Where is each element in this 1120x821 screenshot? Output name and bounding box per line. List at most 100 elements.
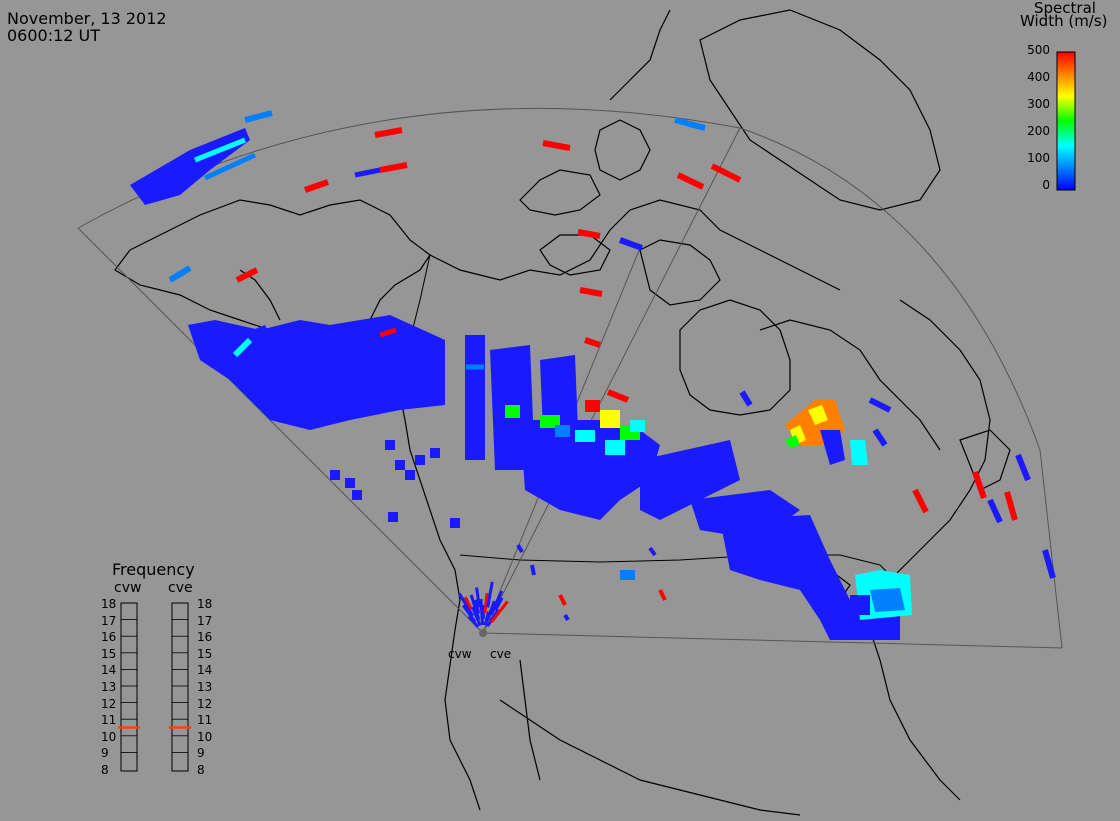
- echo-cell: [606, 389, 630, 403]
- echo-cell: [188, 315, 445, 430]
- frequency-scale-label-left: 18: [101, 597, 117, 611]
- echo-cell: [345, 478, 355, 488]
- frequency-gauge: [120, 602, 138, 772]
- radar-site-dot: [479, 629, 487, 637]
- frequency-scale-label-left: 9: [101, 746, 109, 761]
- colorbar-tick: 0: [1042, 178, 1050, 192]
- frequency-scale-label-left: 12: [101, 696, 117, 711]
- frequency-gauges: [118, 602, 191, 772]
- frequency-scale-label-right: 15: [197, 646, 213, 661]
- echo-cell: [463, 596, 473, 611]
- frequency-scale-label-right: 12: [197, 696, 213, 711]
- echo-cell: [388, 512, 398, 522]
- time-label: 0600:12 UT: [7, 26, 101, 45]
- echo-cell: [972, 471, 987, 499]
- frequency-scale-label-left: 11: [101, 713, 117, 728]
- frequency-scale-label-right: 9: [197, 746, 205, 761]
- echo-cell: [494, 597, 504, 611]
- echo-cell: [462, 604, 477, 623]
- echo-cell: [244, 110, 273, 123]
- frequency-scale-label-left: 15: [101, 646, 117, 661]
- echo-cell: [542, 140, 571, 151]
- echo-cell: [505, 405, 520, 418]
- echo-cell: [395, 460, 405, 470]
- echo-cell: [232, 337, 253, 358]
- frequency-scale-label-right: 14: [197, 663, 213, 678]
- echo-cell: [385, 440, 395, 450]
- echo-cell: [585, 400, 600, 412]
- echo-cell: [630, 420, 645, 432]
- echo-cell: [1042, 549, 1056, 579]
- fov-boundary: [77, 107, 1063, 649]
- echo-cell: [600, 410, 620, 428]
- frequency-scale-label-left: 14: [101, 663, 117, 678]
- echo-cell: [912, 488, 929, 514]
- frequency-scale-label-left: 13: [101, 680, 117, 694]
- colorbar-tick: 400: [1027, 70, 1050, 84]
- colorbar: [1056, 51, 1076, 191]
- frequency-title: Frequency: [112, 560, 195, 579]
- frequency-station-cve: cve: [168, 580, 193, 596]
- echo-cell: [1015, 453, 1031, 482]
- echo-cell: [483, 593, 489, 614]
- echo-cell: [235, 267, 259, 283]
- echo-cell: [1004, 491, 1018, 521]
- echo-cell: [618, 237, 644, 251]
- colorbar-tick: 300: [1027, 97, 1050, 111]
- echo-cell: [430, 448, 440, 458]
- echo-cell: [374, 127, 403, 138]
- echo-cell: [352, 490, 362, 500]
- echo-cell: [450, 518, 460, 528]
- frequency-scale-label-left: 17: [101, 613, 117, 628]
- colorbar-unit: Width (m/s): [1020, 12, 1108, 30]
- echo-cell: [530, 564, 536, 576]
- echo-cell: [575, 430, 595, 442]
- echo-cell: [469, 594, 481, 621]
- echo-cell: [620, 570, 635, 580]
- frequency-scale-label-left: 8: [101, 763, 109, 777]
- echo-cell: [379, 162, 408, 173]
- frequency-scale-label-right: 13: [197, 680, 213, 694]
- frequency-gauge: [171, 602, 189, 772]
- echo-cell: [785, 435, 800, 448]
- echo-cell: [640, 440, 740, 520]
- site-label-cvw: cvw: [448, 647, 472, 661]
- echo-cell: [465, 335, 485, 460]
- echo-cell: [240, 325, 275, 360]
- frequency-scale-label-right: 10: [197, 729, 213, 744]
- echo-cell: [555, 425, 570, 437]
- echo-cell: [987, 498, 1003, 524]
- echo-cell: [405, 470, 415, 480]
- echo-cell: [475, 587, 481, 608]
- colorbar-title: Spectral: [1034, 0, 1096, 17]
- site-label-cve: cve: [490, 647, 512, 661]
- echo-cell: [577, 229, 601, 239]
- echo-cell: [486, 600, 496, 621]
- colorbar-gradient: [1056, 51, 1076, 191]
- echo-cell: [648, 546, 657, 557]
- radar-echoes: [130, 110, 1056, 640]
- echo-cell: [415, 455, 425, 465]
- frequency-scale-label-right: 18: [197, 597, 213, 611]
- echo-cell: [168, 265, 192, 283]
- frequency-scale-label-right: 17: [197, 613, 213, 628]
- echo-cell: [710, 163, 742, 183]
- echo-cell: [203, 152, 257, 181]
- echo-cell: [379, 327, 397, 338]
- echo-cell: [820, 430, 845, 465]
- echo-cell: [489, 590, 504, 616]
- echo-cell: [563, 613, 570, 622]
- frequency-scale-label-right: 16: [197, 630, 213, 645]
- echo-cell: [872, 428, 888, 447]
- echo-cell: [486, 581, 494, 608]
- echo-cell: [490, 600, 509, 623]
- echo-cell: [579, 287, 603, 297]
- colorbar-tick: 500: [1027, 43, 1050, 57]
- echo-cell: [474, 599, 481, 614]
- frequency-station-cvw: cvw: [114, 580, 142, 596]
- colorbar-tick: 100: [1027, 151, 1050, 165]
- frequency-scale-label-right: 8: [197, 763, 205, 777]
- echo-cell: [676, 172, 705, 190]
- echo-cell: [808, 405, 828, 425]
